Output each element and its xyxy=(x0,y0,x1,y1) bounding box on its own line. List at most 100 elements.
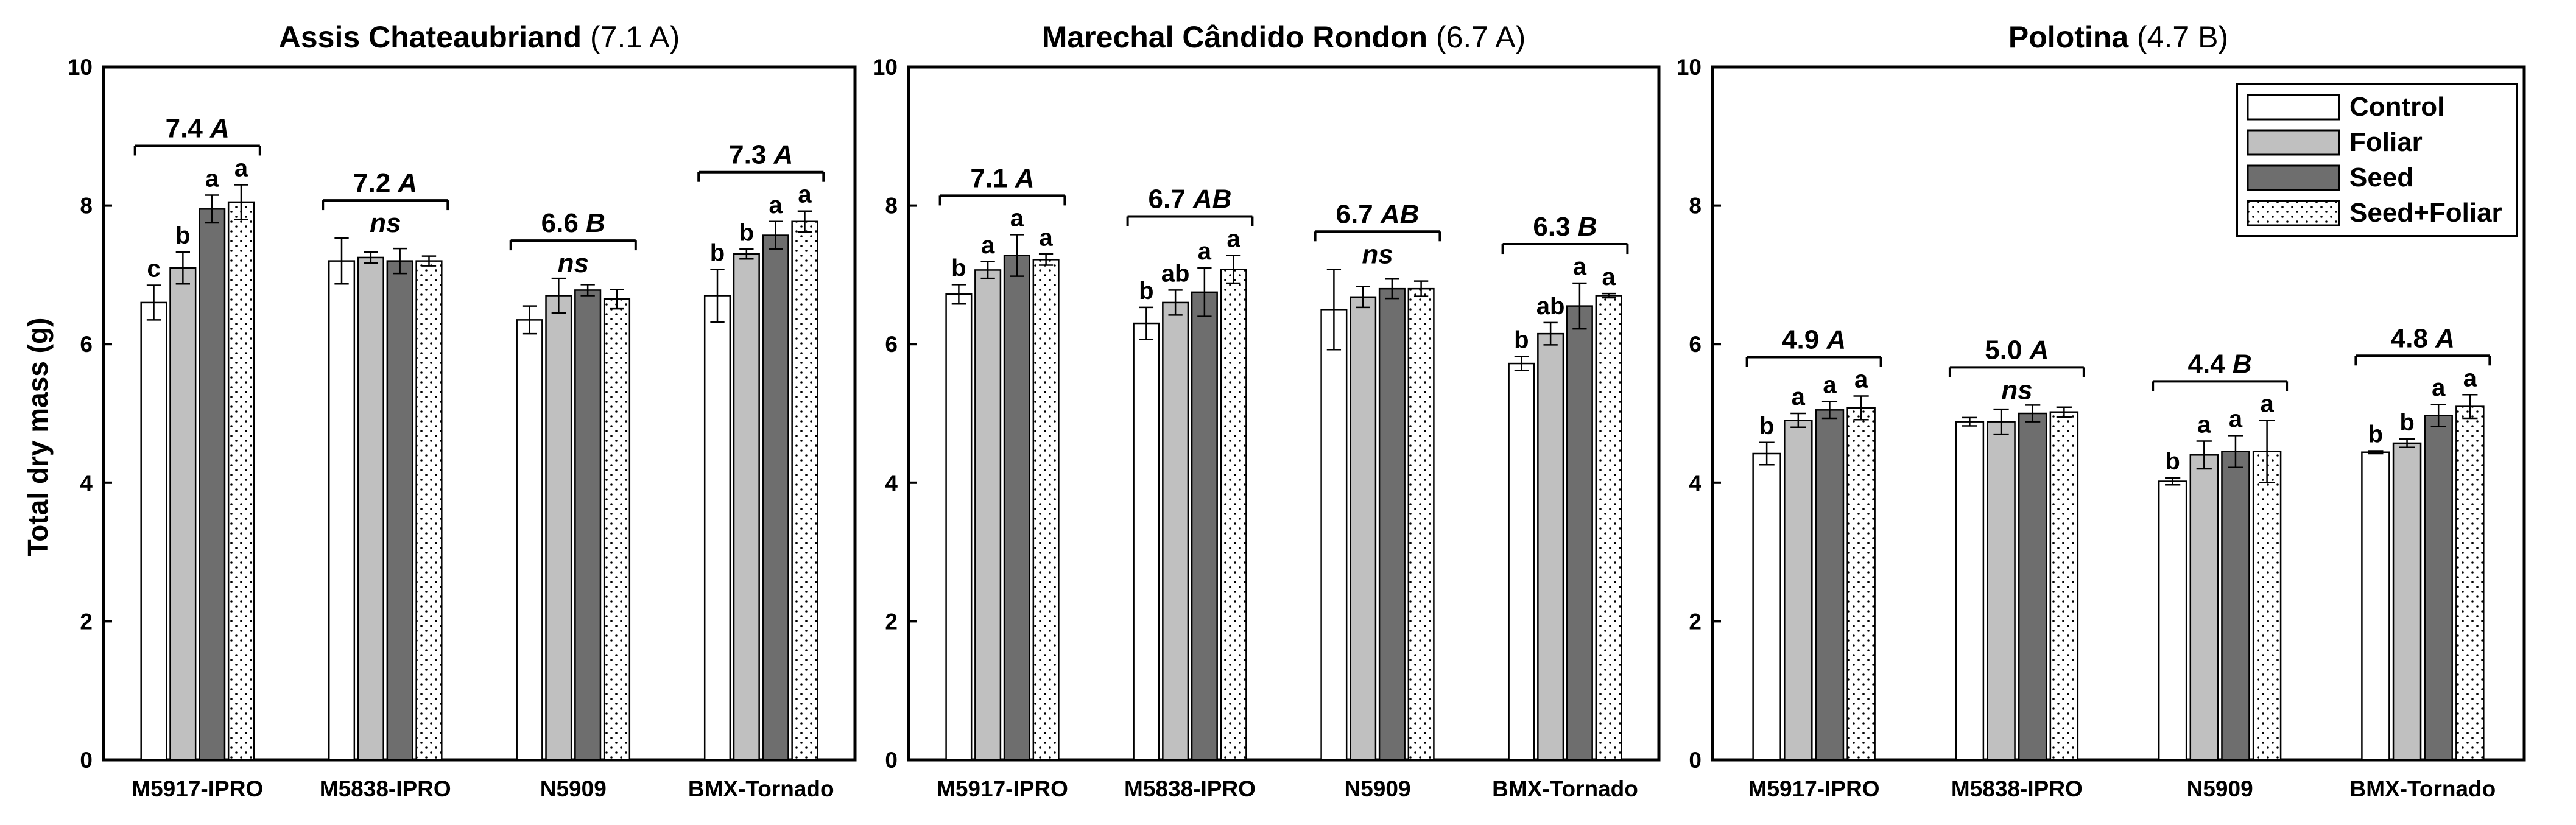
significance-letter: a xyxy=(1854,367,1868,393)
bar-seed-m5838-ipro xyxy=(386,260,413,761)
group-mean-label: 4.9 A xyxy=(1782,325,1846,355)
legend-label-foliar: Foliar xyxy=(2349,127,2423,157)
group-ns-label: ns xyxy=(370,208,401,238)
bar-seed-foliar-n5909 xyxy=(1407,287,1435,761)
significance-letter: a xyxy=(1198,238,1212,265)
y-tick-label: 10 xyxy=(873,55,898,80)
y-tick-label: 8 xyxy=(1689,194,1701,219)
group-ns-label: ns xyxy=(558,248,589,278)
bar-foliar-n5909 xyxy=(545,295,572,761)
plot-frame xyxy=(102,65,857,762)
significance-letter: a xyxy=(205,166,219,192)
bar-seed-foliar-m5838-ipro xyxy=(415,260,443,761)
significance-letter: a xyxy=(798,181,812,208)
bar-control-m5838-ipro xyxy=(328,260,356,761)
significance-letter: b xyxy=(951,255,966,281)
y-tick-label: 2 xyxy=(80,609,93,634)
legend: Control Foliar Seed Seed+Foliar xyxy=(2236,83,2518,237)
group-mean-label: 4.4 B xyxy=(2188,349,2252,379)
x-category-label: N5909 xyxy=(1344,776,1410,801)
group-mean-letter: B xyxy=(586,208,605,238)
significance-letter: b xyxy=(710,239,725,266)
bar-control-m5917-ipro xyxy=(1752,452,1781,761)
significance-letter: a xyxy=(1602,264,1616,290)
bar-seed-foliar-bmx-tornado xyxy=(1595,295,1622,761)
group-mean-label: 7.1 A xyxy=(970,163,1034,193)
significance-letter: b xyxy=(1139,278,1153,304)
group-mean-letter: AB xyxy=(1380,199,1420,229)
y-tick-label: 4 xyxy=(80,471,93,496)
significance-letter: b xyxy=(2399,409,2414,436)
group-mean-letter: A xyxy=(2435,323,2455,353)
bar-seed-foliar-m5838-ipro xyxy=(1220,269,1247,761)
bar-control-m5917-ipro xyxy=(945,293,973,761)
bar-foliar-m5917-ipro xyxy=(1784,420,1813,761)
bar-control-bmx-tornado xyxy=(1508,362,1535,761)
y-tick-label: 10 xyxy=(1677,55,1701,80)
significance-letter: a xyxy=(1039,224,1053,251)
bar-seed-m5917-ipro xyxy=(1815,409,1845,761)
plot-frame xyxy=(907,65,1661,762)
legend-label-seed-foliar: Seed+Foliar xyxy=(2349,198,2502,228)
bar-seed-bmx-tornado xyxy=(2424,415,2453,761)
significance-letter: ab xyxy=(1161,260,1190,287)
bar-foliar-bmx-tornado xyxy=(1537,332,1564,761)
legend-label-seed: Seed xyxy=(2349,163,2413,192)
significance-letter: b xyxy=(2165,448,2180,475)
group-mean-letter: A xyxy=(773,140,794,170)
legend-swatch-control xyxy=(2247,94,2340,121)
bar-control-bmx-tornado xyxy=(2361,451,2390,761)
x-category-label: M5917-IPRO xyxy=(937,776,1068,801)
plot-frame xyxy=(1711,65,2526,762)
x-category-label: BMX-Tornado xyxy=(688,776,834,801)
panel-title: Assis Chateaubriand (7.1 A) xyxy=(279,20,680,54)
y-tick-label: 0 xyxy=(885,748,898,773)
significance-letter: a xyxy=(1823,372,1837,399)
significance-letter: a xyxy=(2463,365,2477,391)
significance-letter: a xyxy=(2197,412,2211,438)
panel-title: Marechal Cândido Rondon (6.7 A) xyxy=(1042,20,1526,54)
group-mean-letter: B xyxy=(1578,212,1597,242)
bar-seed-bmx-tornado xyxy=(1566,305,1593,761)
group-mean-letter: A xyxy=(2029,335,2049,365)
bar-seed-m5917-ipro xyxy=(1003,255,1030,761)
panel-2: Marechal Cândido Rondon (6.7 A)0246810ba… xyxy=(873,20,1661,801)
x-category-label: BMX-Tornado xyxy=(2349,776,2496,801)
group-mean-label: 7.2 A xyxy=(353,168,417,198)
significance-letter: b xyxy=(1759,413,1774,440)
significance-letter: a xyxy=(769,192,783,219)
group-ns-label: ns xyxy=(1362,239,1393,269)
group-mean-label: 7.3 A xyxy=(729,140,793,170)
group-mean-label: 5.0 A xyxy=(1985,335,2049,365)
legend-swatch-foliar xyxy=(2247,129,2340,156)
bar-foliar-n5909 xyxy=(2189,454,2219,761)
bar-seed-n5909 xyxy=(574,289,602,761)
bar-seed-foliar-bmx-tornado xyxy=(791,220,818,761)
x-category-label: M5838-IPRO xyxy=(1951,776,2083,801)
bar-seed-m5838-ipro xyxy=(2018,412,2047,761)
group-mean-letter: A xyxy=(398,168,418,198)
bar-foliar-m5917-ipro xyxy=(974,269,1002,761)
bar-control-m5838-ipro xyxy=(1133,322,1160,761)
y-tick-label: 0 xyxy=(1689,748,1701,773)
bar-foliar-bmx-tornado xyxy=(2392,442,2422,761)
x-category-label: M5917-IPRO xyxy=(132,776,263,801)
y-tick-label: 8 xyxy=(80,194,93,219)
significance-letter: a xyxy=(2229,405,2243,432)
bar-seed-foliar-n5909 xyxy=(2252,451,2282,761)
y-tick-label: 6 xyxy=(80,332,93,357)
bar-seed-foliar-n5909 xyxy=(603,298,631,761)
bar-seed-n5909 xyxy=(1378,287,1406,761)
y-tick-label: 6 xyxy=(885,332,898,357)
significance-letter: c xyxy=(147,255,160,282)
group-mean-letter: B xyxy=(2233,349,2252,379)
bar-seed-foliar-m5917-ipro xyxy=(1846,407,1876,761)
x-category-label: N5909 xyxy=(2187,776,2253,801)
x-category-label: M5838-IPRO xyxy=(1124,776,1256,801)
x-category-label: N5909 xyxy=(540,776,607,801)
panel-title: Polotina (4.7 B) xyxy=(2008,20,2228,54)
bar-control-bmx-tornado xyxy=(703,295,731,761)
significance-letter: a xyxy=(2260,390,2274,417)
